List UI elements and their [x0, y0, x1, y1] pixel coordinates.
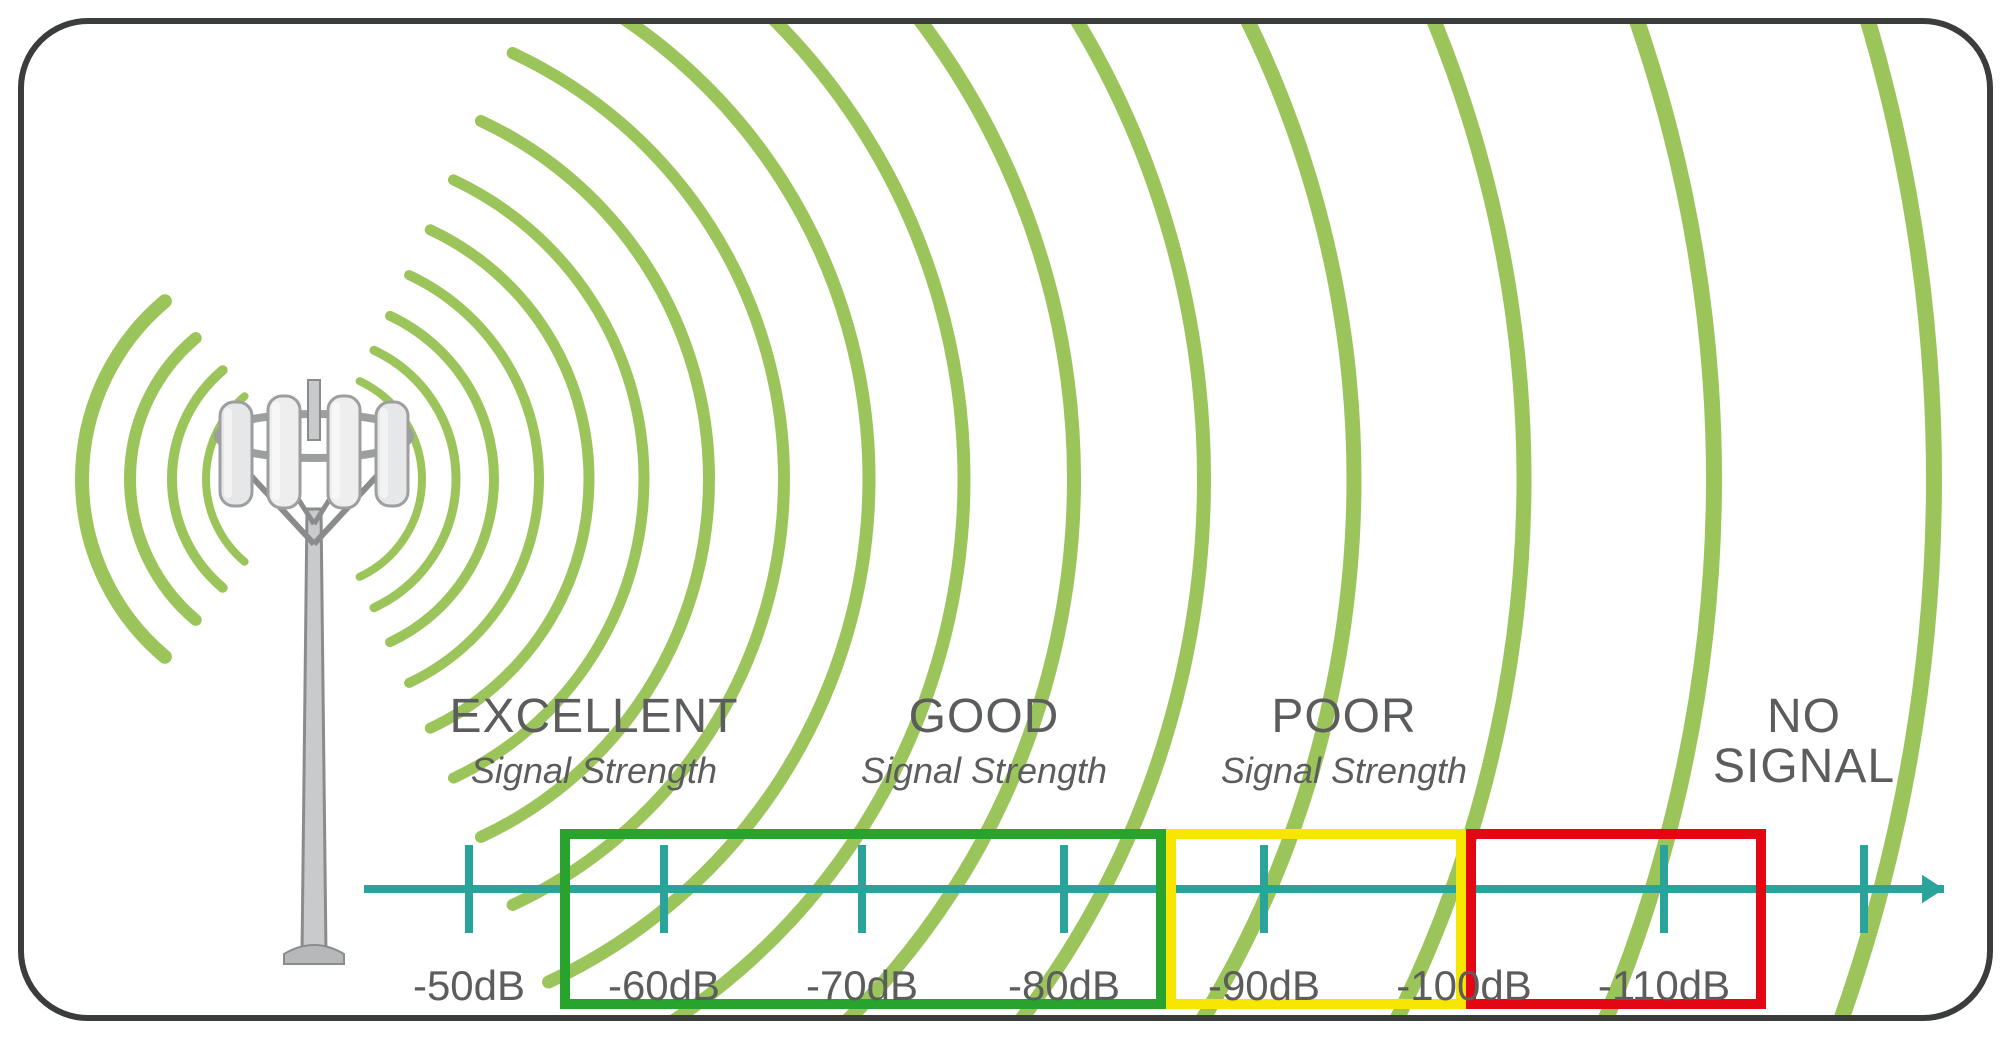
zone-main: EXCELLENT: [444, 692, 744, 742]
axis-tick-label: -60dB: [584, 962, 744, 1010]
axis-tick-label: -50dB: [389, 962, 549, 1010]
zone-sub: Signal Strength: [854, 752, 1114, 790]
zone-sub: SIGNAL: [1684, 742, 1924, 792]
axis-tick-label: -70dB: [782, 962, 942, 1010]
zone-sub: Signal Strength: [444, 752, 744, 790]
zone-label-no-signal: NO SIGNAL: [1684, 692, 1924, 793]
zone-main: GOOD: [854, 692, 1114, 742]
zone-label-excellent: EXCELLENT Signal Strength: [444, 692, 744, 790]
zone-sub: Signal Strength: [1214, 752, 1474, 790]
axis-tick-label: -80dB: [984, 962, 1144, 1010]
zone-main: NO: [1684, 692, 1924, 742]
axis-tick-label: -100dB: [1384, 962, 1544, 1010]
axis-tick-label: -90dB: [1184, 962, 1344, 1010]
zone-label-good: GOOD Signal Strength: [854, 692, 1114, 790]
signal-strength-diagram: EXCELLENT Signal Strength GOOD Signal St…: [0, 0, 2013, 1041]
zone-label-poor: POOR Signal Strength: [1214, 692, 1474, 790]
cell-tower-icon: [218, 380, 410, 964]
diagram-frame: EXCELLENT Signal Strength GOOD Signal St…: [18, 18, 1993, 1021]
axis-tick-label: -110dB: [1584, 962, 1744, 1010]
zone-main: POOR: [1214, 692, 1474, 742]
